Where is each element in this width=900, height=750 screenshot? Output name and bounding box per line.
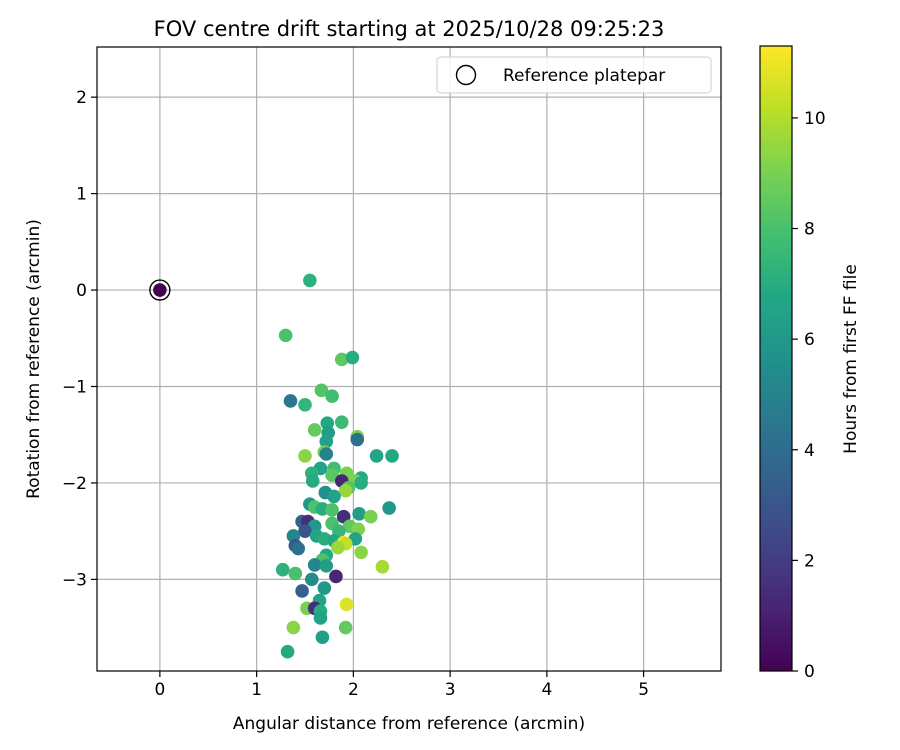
scatter-point [319,434,334,449]
colorbar-tick-label: 10 [804,109,826,129]
y-axis-label: Rotation from reference (arcmin) [24,219,44,499]
scatter-point [327,489,341,504]
scatter-point [286,620,301,635]
scatter-point [314,383,329,398]
scatter-point [338,620,353,635]
scatter-point [304,572,319,587]
scatter-point [354,476,368,490]
scatter-point [350,432,365,447]
scatter-point [291,541,306,556]
colorbar-tick-label: 6 [804,330,815,350]
scatter-point [338,483,353,498]
scatter-point [325,389,339,403]
scatter-point [334,352,349,367]
legend-entry-reference: Reference platepar [503,66,665,86]
scatter-point [325,503,339,517]
colorbar-tick-label: 4 [804,441,815,461]
x-axis-label: Angular distance from reference (arcmin) [233,714,585,734]
y-tick-label: −2 [62,474,87,494]
x-tick-label: 1 [251,680,262,700]
x-tick-label: 4 [541,680,552,700]
legend-box [436,56,712,94]
scatter-point [315,630,330,645]
x-tick-label: 5 [638,680,649,700]
y-tick-label: 1 [76,185,87,205]
x-tick-label: 3 [445,680,456,700]
scatter-point [354,545,368,560]
scatter-point [295,584,309,598]
y-tick-label: −3 [62,570,87,590]
scatter-point [313,611,328,625]
scatter-point [319,559,334,573]
scatter-point [369,449,384,463]
scatter-point [275,562,290,577]
scatter-point [319,447,334,461]
y-tick-label: 0 [76,281,87,301]
x-axis-ticks: 0 1 2 3 4 5 [154,671,649,700]
colorbar-tick-label: 0 [804,662,815,682]
scatter-point [280,644,295,659]
scatter-point [303,273,317,288]
x-tick-label: 0 [154,680,165,700]
plot-area-frame [96,46,722,672]
scatter-point [339,597,354,612]
y-tick-label: −1 [62,377,87,397]
scatter-point [331,540,345,555]
scatter-point [288,566,303,581]
colorbar-tick-label: 8 [804,220,815,240]
legend: Reference platepar [436,56,712,94]
scatter-point [334,415,349,429]
scatter-point [305,474,320,488]
y-axis-ticks: −3 −2 −1 0 1 2 [62,88,97,590]
scatter-point [385,449,399,463]
scatter-point [345,350,360,365]
scatter-point [317,581,332,595]
scatter-point [283,394,298,408]
grid-lines [97,47,721,671]
legend-marker-reference [455,64,477,86]
scatter-point [382,501,396,515]
colorbar-tick-label: 2 [804,551,815,571]
scatter-points [149,273,399,659]
scatter-point [352,506,366,521]
colorbar-label: Hours from first FF file [841,264,861,454]
reference-platepar-marker [149,279,171,301]
scatter-point [329,569,343,584]
scatter-point [298,449,312,463]
scatter-point [298,398,312,412]
chart-title: FOV centre drift starting at 2025/10/28 … [154,17,665,41]
scatter-point [307,423,322,437]
colorbar-gradient [759,45,793,672]
colorbar: 0 2 4 6 8 10 Hours from first FF file [759,45,861,682]
scatter-point [375,560,390,574]
y-tick-label: 2 [76,88,87,108]
scatter-point [307,558,322,572]
x-tick-label: 2 [348,680,359,700]
scatter-point [298,524,312,538]
reference-point [153,283,167,297]
scatter-point [363,509,378,524]
colorbar-ticks: 0 2 4 6 8 10 [792,109,826,682]
scatter-point [278,328,293,343]
